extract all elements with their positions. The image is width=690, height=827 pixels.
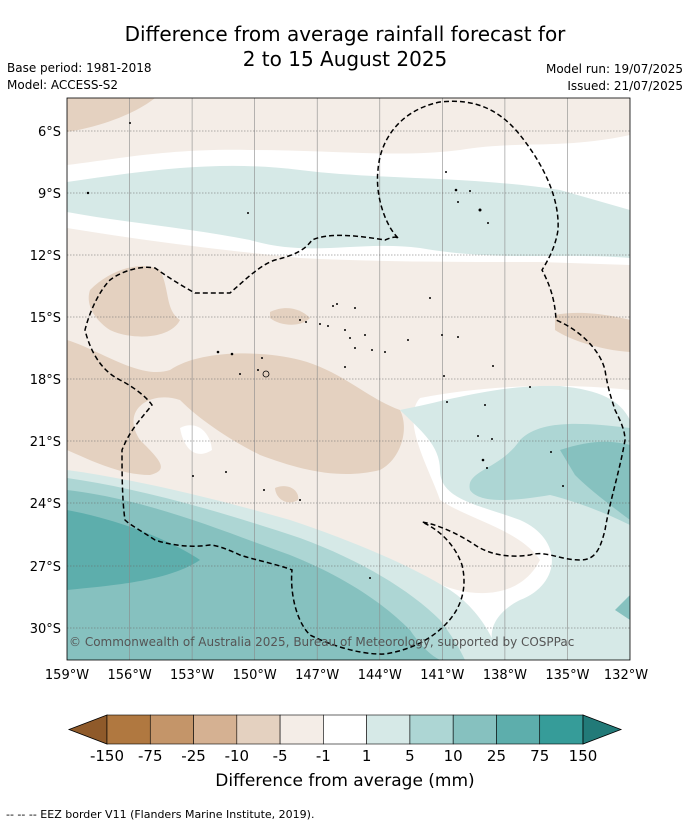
colour-bar-swatch [366, 714, 411, 745]
dry-patch-nw [67, 98, 155, 132]
lon-label: 141°W [420, 668, 464, 683]
colour-bar-tick-label: 1 [362, 747, 372, 765]
meta-right: Model run: 19/07/2025 Issued: 21/07/2025 [546, 61, 683, 95]
colour-bar-swatch [193, 714, 238, 745]
model-text: Model: ACCESS-S2 [7, 78, 119, 92]
lat-label: 27°S [30, 560, 61, 575]
lat-label: 24°S [30, 497, 61, 512]
map-figure: © Commonwealth of Australia 2025, Bureau… [30, 97, 648, 765]
colour-bar-swatch [106, 714, 151, 745]
latitude-labels: 6°S 9°S 12°S 15°S 18°S 21°S 24°S 27°S 30… [30, 125, 61, 637]
lat-label: 21°S [30, 435, 61, 450]
lat-label: 6°S [38, 125, 61, 140]
lon-label: 156°W [108, 668, 152, 683]
lon-label: 135°W [545, 668, 589, 683]
lat-label: 18°S [30, 373, 61, 388]
lon-label: 159°W [45, 668, 89, 683]
wet-patch-se [615, 595, 630, 620]
longitude-labels: 159°W 156°W 153°W 150°W 147°W 144°W 141°… [45, 668, 648, 683]
neutral-patch [180, 425, 212, 454]
colour-bar-legend: -150 -75 -25 -10 -5 -1 1 5 10 25 75 150 [67, 714, 623, 765]
dry-patch-east [555, 312, 630, 352]
legend-title: Difference from average (mm) [215, 771, 475, 791]
colour-bar-tick-label: 10 [444, 747, 463, 765]
band-slight-wet [67, 165, 630, 258]
colour-bar-swatch [236, 714, 281, 745]
lat-label: 15°S [30, 311, 61, 326]
colour-bar-tick-label: -10 [225, 747, 250, 765]
lon-label: 147°W [295, 668, 339, 683]
colour-bar-swatch [452, 714, 497, 745]
colour-bar-swatch [539, 714, 584, 745]
colour-bar-tick-label: -75 [138, 747, 163, 765]
colour-bar-tick-label: 75 [530, 747, 549, 765]
lon-label: 138°W [483, 668, 527, 683]
colour-bar-tick-label: 25 [487, 747, 506, 765]
colour-bar-extend-low [67, 714, 108, 745]
rainfall-anomaly-map [67, 98, 630, 660]
colour-bar-tick-label: 150 [569, 747, 598, 765]
colour-bar-tick-label: -25 [181, 747, 206, 765]
model-run-text: Model run: 19/07/2025 [545, 62, 683, 76]
base-period-text: Base period: 1981-2018 [7, 61, 152, 75]
dry-patch-tiny [275, 486, 299, 503]
lat-label: 9°S [38, 187, 61, 202]
colour-bar-tick-label: -1 [316, 747, 331, 765]
title-line-2: 2 to 15 August 2025 [242, 47, 448, 71]
atoll-ring [262, 370, 270, 378]
band-slight-dry-north [67, 98, 630, 165]
colour-bar-swatch [279, 714, 324, 745]
copyright-text: © Commonwealth of Australia 2025, Bureau… [69, 635, 574, 649]
colour-bar-swatch [496, 714, 541, 745]
map-title: Difference from average rainfall forecas… [0, 22, 690, 72]
region-very-wet-east [560, 441, 630, 520]
map-frame [66, 97, 631, 661]
lat-label: 30°S [30, 622, 61, 637]
eez-border-line [84, 100, 626, 655]
colour-bar-swatch [323, 714, 367, 745]
lon-label: 144°W [358, 668, 402, 683]
band-heavy-wet-south [67, 510, 200, 590]
lat-label: 12°S [30, 249, 61, 264]
lon-label: 132°W [604, 668, 648, 683]
colour-bar-extend-high [582, 714, 623, 745]
latitude-gridlines [67, 130, 630, 629]
lon-label: 153°W [170, 668, 214, 683]
title-line-1: Difference from average rainfall forecas… [124, 22, 566, 46]
colour-bar-tick-label: 5 [405, 747, 415, 765]
band-very-wet-south [67, 490, 440, 660]
lon-label: 150°W [233, 668, 277, 683]
colour-bar-tick-label: -150 [90, 747, 124, 765]
eez-footnote: -- -- -- EEZ border V11 (Flanders Marine… [6, 808, 315, 821]
islands [86, 122, 564, 579]
issued-text: Issued: 21/07/2025 [567, 79, 683, 93]
colour-bar-swatch [409, 714, 454, 745]
colour-bar-tick-label: -5 [273, 747, 288, 765]
dry-patch-west [88, 266, 180, 337]
colour-bar-swatch [149, 714, 194, 745]
meta-left: Base period: 1981-2018 Model: ACCESS-S2 [7, 60, 152, 94]
